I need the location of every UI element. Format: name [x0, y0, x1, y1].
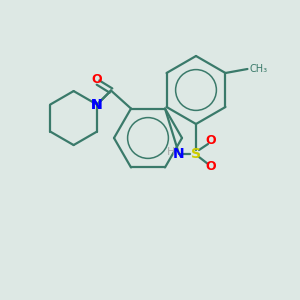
Text: O: O	[206, 160, 216, 173]
Text: O: O	[92, 73, 102, 86]
Text: S: S	[191, 147, 201, 161]
Text: H: H	[167, 147, 175, 157]
Text: CH₃: CH₃	[249, 64, 268, 74]
Text: N: N	[91, 98, 103, 112]
Text: N: N	[173, 147, 185, 161]
Text: N: N	[91, 98, 103, 112]
Text: O: O	[206, 134, 216, 146]
